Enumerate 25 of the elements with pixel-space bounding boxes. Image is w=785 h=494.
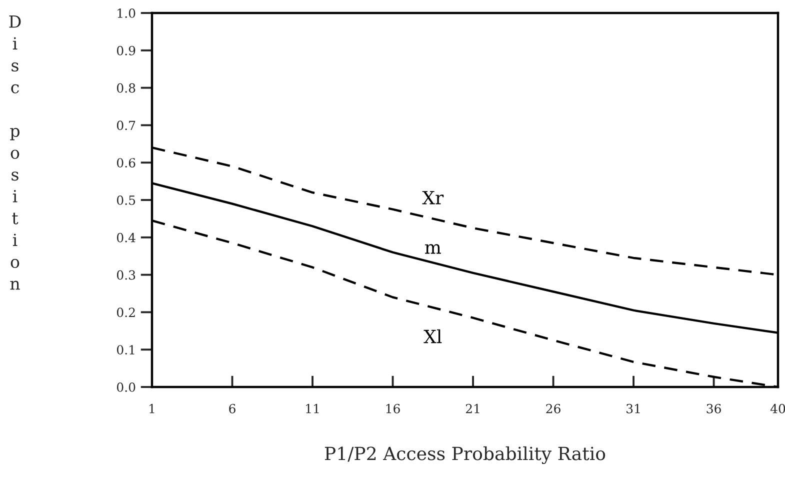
x-tick-label: 40: [770, 404, 785, 414]
x-tick-label: 36: [706, 404, 721, 414]
x-tick-label: 1: [150, 404, 154, 414]
series-label: Xl: [424, 329, 442, 344]
x-tick-label: 6: [229, 404, 236, 414]
y-tick-label: 0.4: [116, 232, 136, 242]
x-tick-label: 21: [466, 404, 480, 414]
y-tick-label: 0.3: [116, 270, 136, 280]
x-tick-label: 16: [386, 404, 400, 414]
y-tick-label: 0.0: [116, 382, 136, 392]
x-axis-title: P1/P2 Access Probability Ratio: [324, 446, 606, 464]
y-tick-label: 0.1: [116, 345, 134, 355]
y-tick-label: 0.7: [116, 120, 136, 130]
text: Disc position: [9, 16, 21, 290]
y-tick-label: 0.2: [116, 308, 135, 318]
y-tick-label: 0.5: [116, 195, 136, 205]
y-tick-label: 0.8: [116, 83, 136, 93]
y-tick-label: 0.6: [116, 158, 136, 168]
y-tick-label: 1.0: [118, 8, 136, 18]
x-tick-label: 31: [626, 404, 640, 414]
series-label: Xr: [422, 191, 444, 204]
x-tick-label: 11: [306, 404, 319, 414]
series-label: m: [424, 244, 441, 254]
x-tick-label: 26: [546, 404, 560, 414]
y-tick-label: 0.9: [116, 46, 136, 56]
